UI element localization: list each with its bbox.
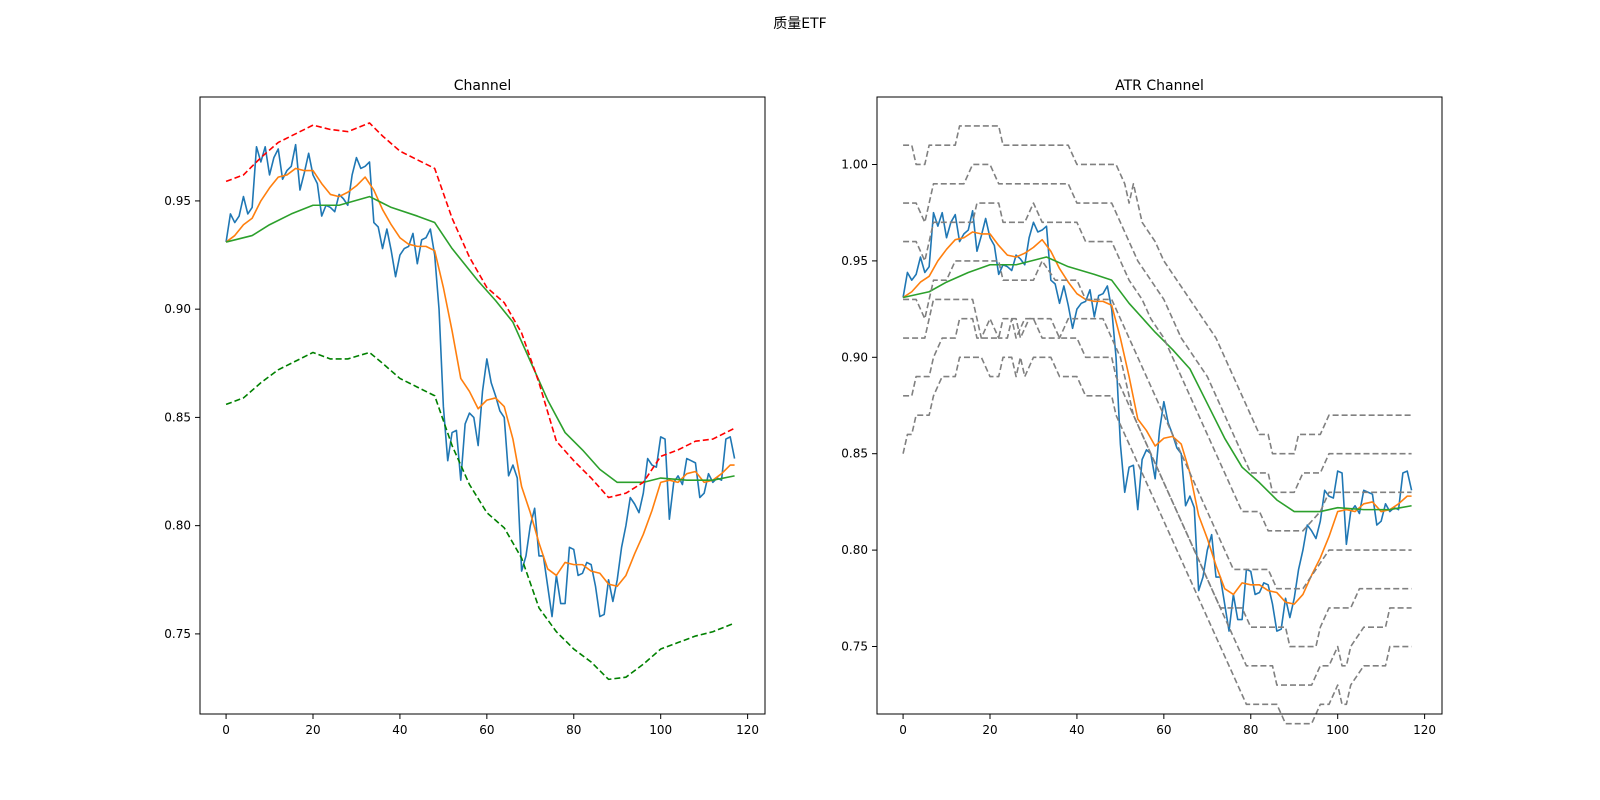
channel-x-tick-label: 100	[649, 723, 672, 737]
channel-chart-title: Channel	[454, 78, 511, 94]
atr-channel-series-atr	[903, 298, 1412, 648]
channel-x-tick-label: 40	[392, 723, 407, 737]
channel-plot-area	[225, 122, 736, 681]
atr-channel-series-atr	[903, 163, 1412, 494]
atr-channel-y-tick-label: 0.85	[841, 447, 868, 461]
channel-y-tick-label: 0.95	[164, 194, 191, 208]
atr-channel-x-tick-label: 20	[982, 723, 997, 737]
channel-x-tick-label: 80	[566, 723, 581, 737]
atr-channel-y-tick-label: 0.75	[841, 640, 868, 654]
channel-y-tick-label: 0.85	[164, 410, 191, 424]
atr-channel-x-tick-label: 120	[1413, 723, 1436, 737]
atr-channel-x-tick-label: 40	[1069, 723, 1084, 737]
atr-channel-series-atr	[903, 317, 1412, 686]
atr-channel-series-close	[902, 209, 1413, 632]
atr-channel-y-tick-label: 1.00	[841, 157, 868, 171]
atr-channel-y-tick-label: 0.90	[841, 350, 868, 364]
atr-channel-y-tick-label: 0.80	[841, 543, 868, 557]
atr-channel-x-tick-label: 80	[1243, 723, 1258, 737]
channel-series-close	[225, 143, 736, 618]
atr-channel-series-ma-short	[902, 231, 1412, 605]
atr-channel-y-tick-label: 0.95	[841, 254, 868, 268]
atr-channel-series-atr	[902, 356, 1412, 725]
channel-y-tick-label: 0.75	[164, 627, 191, 641]
channel-y-tick-label: 0.90	[164, 302, 191, 316]
atr-channel-chart-frame	[876, 96, 1443, 715]
atr-channel-x-tick-label: 0	[899, 723, 907, 737]
channel-x-tick-label: 0	[222, 723, 230, 737]
atr-channel-series-atr	[903, 202, 1412, 532]
channel-x-tick-label: 120	[736, 723, 759, 737]
channel-series-upper	[225, 122, 735, 499]
channel-x-tick-label: 20	[305, 723, 320, 737]
channel-series-lower	[225, 351, 735, 681]
atr-channel-series-ma-long	[902, 256, 1412, 513]
channel-chart-frame	[199, 96, 766, 715]
channel-series-ma-long	[225, 195, 735, 484]
figure-suptitle: 质量ETF	[773, 16, 826, 32]
channel-series-ma-short	[225, 167, 735, 588]
atr-channel-series-atr	[903, 260, 1412, 590]
channel-y-tick-label: 0.80	[164, 519, 191, 533]
channel-chart: Channel 0 20 40 60 80 100 120 0.75 0.80 0.85 0.90 0…	[164, 78, 766, 737]
channel-x-tick-label: 60	[479, 723, 494, 737]
atr-channel-chart: ATR Channel 0 20 40 60 80 100 120 0.75 0.80 0.85 0…	[841, 78, 1443, 737]
atr-channel-chart-title: ATR Channel	[1115, 78, 1204, 94]
atr-channel-x-tick-label: 60	[1156, 723, 1171, 737]
atr-channel-plot-area	[902, 125, 1413, 725]
atr-channel-x-tick-label: 100	[1326, 723, 1349, 737]
